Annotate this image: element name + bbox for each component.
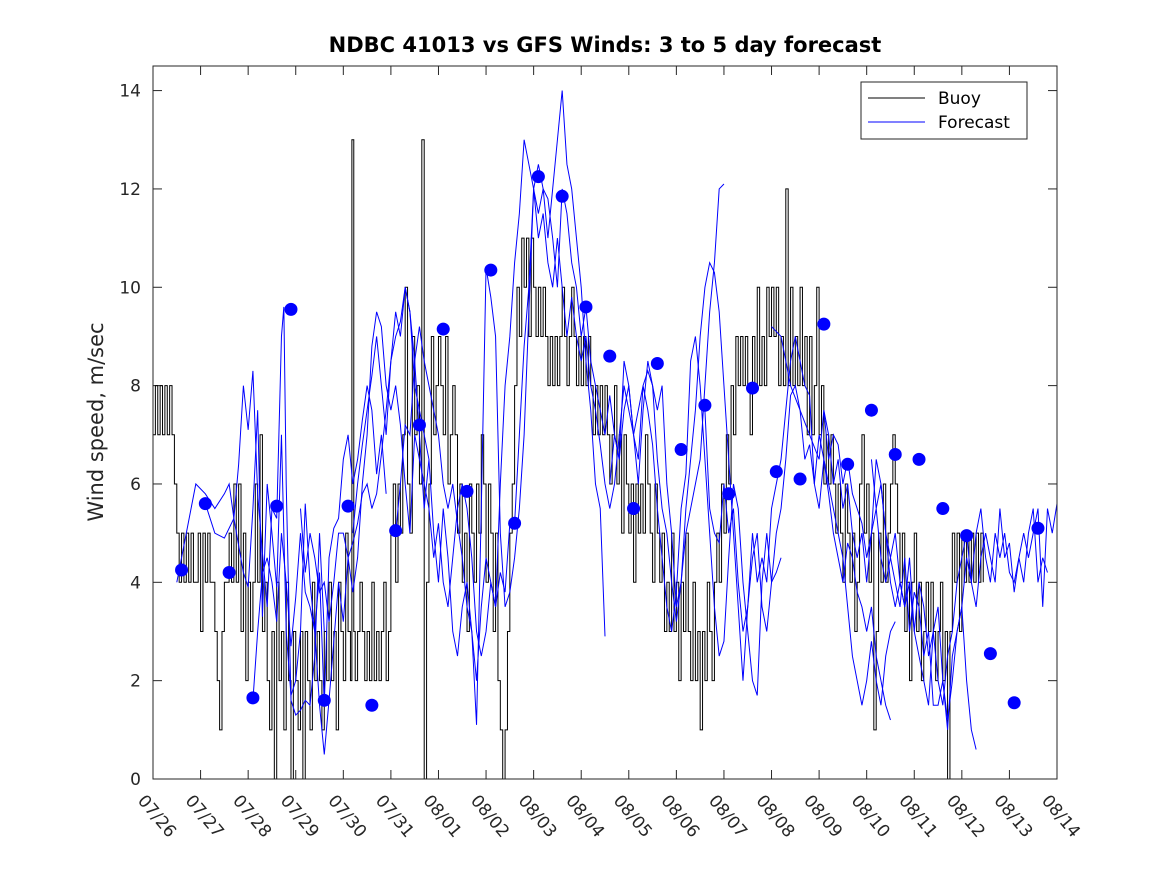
forecast-line-0 xyxy=(176,306,325,717)
y-tick-label: 8 xyxy=(130,377,141,397)
y-tick-label: 2 xyxy=(130,672,141,692)
forecast-marker xyxy=(745,381,759,395)
forecast-marker xyxy=(460,484,474,498)
forecast-marker xyxy=(198,497,212,511)
forecast-marker xyxy=(1007,696,1021,710)
series-layer xyxy=(153,90,1057,779)
forecast-line-8 xyxy=(704,336,896,706)
forecast-marker xyxy=(175,563,189,577)
forecast-marker xyxy=(793,472,807,486)
y-tick-label: 10 xyxy=(119,278,141,298)
forecast-line-7 xyxy=(609,261,891,721)
y-tick-label: 0 xyxy=(130,770,141,790)
legend-label-buoy: Buoy xyxy=(938,89,981,109)
forecast-marker xyxy=(841,457,855,471)
forecast-marker xyxy=(936,502,950,516)
forecast-marker xyxy=(484,263,498,277)
forecast-marker xyxy=(650,356,664,370)
forecast-marker xyxy=(222,565,236,579)
y-tick-label: 12 xyxy=(119,180,141,200)
forecast-marker xyxy=(864,403,878,417)
forecast-marker xyxy=(389,524,403,538)
forecast-marker xyxy=(983,647,997,661)
forecast-line-2 xyxy=(252,287,430,755)
forecast-marker xyxy=(412,418,426,432)
forecast-marker xyxy=(603,349,617,363)
forecast-line-3 xyxy=(299,311,511,657)
forecast-marker xyxy=(817,317,831,331)
forecast-marker xyxy=(579,300,593,314)
forecast-marker xyxy=(317,693,331,707)
buoy-line xyxy=(153,139,984,779)
forecast-marker xyxy=(1031,521,1045,535)
forecast-line-4 xyxy=(352,90,606,725)
chart-title: NDBC 41013 vs GFS Winds: 3 to 5 day fore… xyxy=(329,33,882,57)
forecast-marker xyxy=(888,447,902,461)
plot-frame xyxy=(152,65,1058,780)
forecast-marker xyxy=(270,499,284,513)
forecast-marker xyxy=(365,698,379,712)
legend-box xyxy=(860,81,1028,140)
y-tick-label: 14 xyxy=(119,82,141,102)
y-tick-label: 6 xyxy=(130,475,141,495)
y-tick-label: 4 xyxy=(130,573,141,593)
y-axis-ticks: 0 2 4 6 8 10 12 14 xyxy=(119,82,1057,790)
forecast-marker xyxy=(341,499,355,513)
forecast-line-6 xyxy=(514,187,782,696)
forecast-marker xyxy=(698,398,712,412)
forecast-marker xyxy=(246,691,260,705)
forecast-line-1 xyxy=(204,385,387,706)
legend-label-forecast: Forecast xyxy=(938,113,1010,133)
y-axis-label: Wind speed, m/sec xyxy=(84,322,108,521)
forecast-marker xyxy=(284,302,298,316)
forecast-line-11 xyxy=(870,459,1048,706)
series-group xyxy=(153,90,1057,779)
forecast-line-9 xyxy=(771,326,977,750)
forecast-line-5 xyxy=(395,139,725,681)
forecast-marker xyxy=(674,443,688,457)
forecast-marker xyxy=(508,516,522,530)
forecast-marker xyxy=(436,322,450,336)
forecast-marker xyxy=(960,529,974,543)
forecast-marker xyxy=(769,465,783,479)
forecast-marker xyxy=(627,502,641,516)
forecast-marker xyxy=(555,189,569,203)
legend: Buoy Forecast xyxy=(860,81,1028,140)
forecast-marker xyxy=(912,452,926,466)
forecast-marker xyxy=(722,487,736,501)
forecast-marker xyxy=(531,170,545,184)
